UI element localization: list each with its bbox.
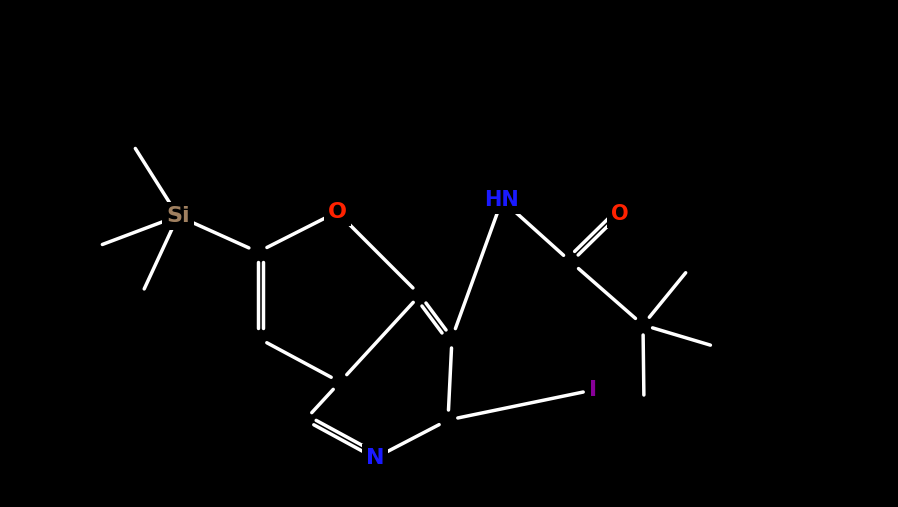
Text: O: O — [328, 202, 347, 222]
Text: I: I — [589, 380, 597, 400]
Text: HN: HN — [485, 190, 519, 210]
Text: Si: Si — [166, 206, 189, 226]
Text: N: N — [365, 448, 384, 468]
Text: O: O — [612, 204, 629, 224]
